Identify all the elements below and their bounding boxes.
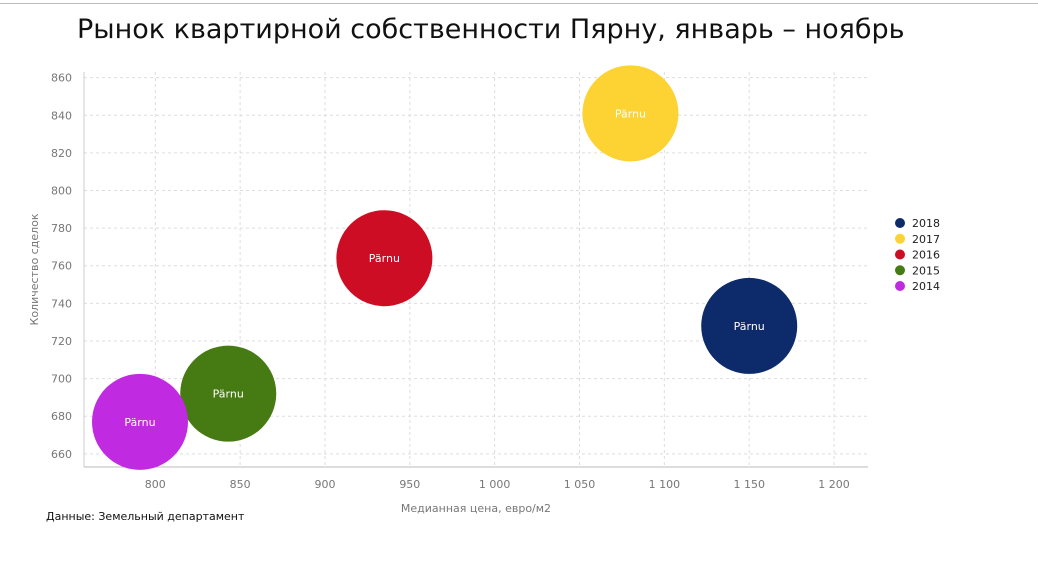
bubble-2017[interactable] xyxy=(582,65,679,162)
legend-marker[interactable] xyxy=(895,281,905,291)
y-tick-label: 660 xyxy=(51,448,72,461)
top-border-line xyxy=(0,3,1038,4)
y-tick-label: 680 xyxy=(51,410,72,423)
bubble-2016[interactable] xyxy=(336,210,433,307)
x-tick-label: 950 xyxy=(399,478,420,491)
bubble-label: Pärnu xyxy=(213,388,244,401)
bubble-label: Pärnu xyxy=(615,107,646,120)
bubbles: Pärnu Pärnu Pärnu Pärnu Pärnu xyxy=(92,65,798,470)
y-tick-label: 740 xyxy=(51,297,72,310)
x-tick-label: 1 150 xyxy=(733,478,765,491)
x-tick-label: 800 xyxy=(145,478,166,491)
y-tick-label: 700 xyxy=(51,373,72,386)
y-tick-label: 860 xyxy=(51,72,72,85)
legend-item-2014[interactable]: 2014 xyxy=(912,280,940,293)
source-note: Данные: Земельный департамент xyxy=(46,510,245,523)
legend-item-2017[interactable]: 2017 xyxy=(912,233,940,246)
x-tick-label: 900 xyxy=(314,478,335,491)
x-axis-title: Медианная цена, евро/м2 xyxy=(401,502,551,515)
y-tick-label: 780 xyxy=(51,222,72,235)
y-tick-label: 800 xyxy=(51,185,72,198)
legend-item-2016[interactable]: 2016 xyxy=(912,249,940,262)
bubble-2014[interactable] xyxy=(92,373,188,470)
x-tick-label: 1 200 xyxy=(818,478,850,491)
y-tick-label: 820 xyxy=(51,147,72,160)
legend-marker[interactable] xyxy=(895,233,905,244)
legend-item-2015[interactable]: 2015 xyxy=(912,264,940,277)
legend-marker[interactable] xyxy=(895,218,905,228)
bubble-label: Pärnu xyxy=(369,252,400,265)
y-tick-label: 720 xyxy=(51,335,72,348)
bubble-label: Pärnu xyxy=(124,416,155,429)
grid-lines xyxy=(84,72,868,467)
y-axis-title: Количество сделок xyxy=(28,213,41,325)
y-tick-label: 760 xyxy=(51,260,72,273)
x-tick-label: 1 000 xyxy=(479,478,511,491)
legend-item-2018[interactable]: 2018 xyxy=(912,217,940,230)
legend-marker[interactable] xyxy=(895,249,905,260)
x-tick-label: 850 xyxy=(230,478,251,491)
x-tick-label: 1 100 xyxy=(649,478,681,491)
x-tick-label: 1 050 xyxy=(564,478,596,491)
legend: 2018 2017 2016 2015 2014 xyxy=(895,217,940,293)
axes: 660 680 700 720 740 760 780 800 820 840 860 800 850 9… xyxy=(51,72,868,491)
bubble-label: Pärnu xyxy=(734,320,765,333)
chart-title: Рынок квартирной собственности Пярну, ян… xyxy=(77,14,905,45)
bubble-2018[interactable] xyxy=(701,277,798,374)
bubble-2015[interactable] xyxy=(180,345,277,442)
y-tick-label: 840 xyxy=(51,109,72,122)
legend-marker[interactable] xyxy=(895,265,905,276)
